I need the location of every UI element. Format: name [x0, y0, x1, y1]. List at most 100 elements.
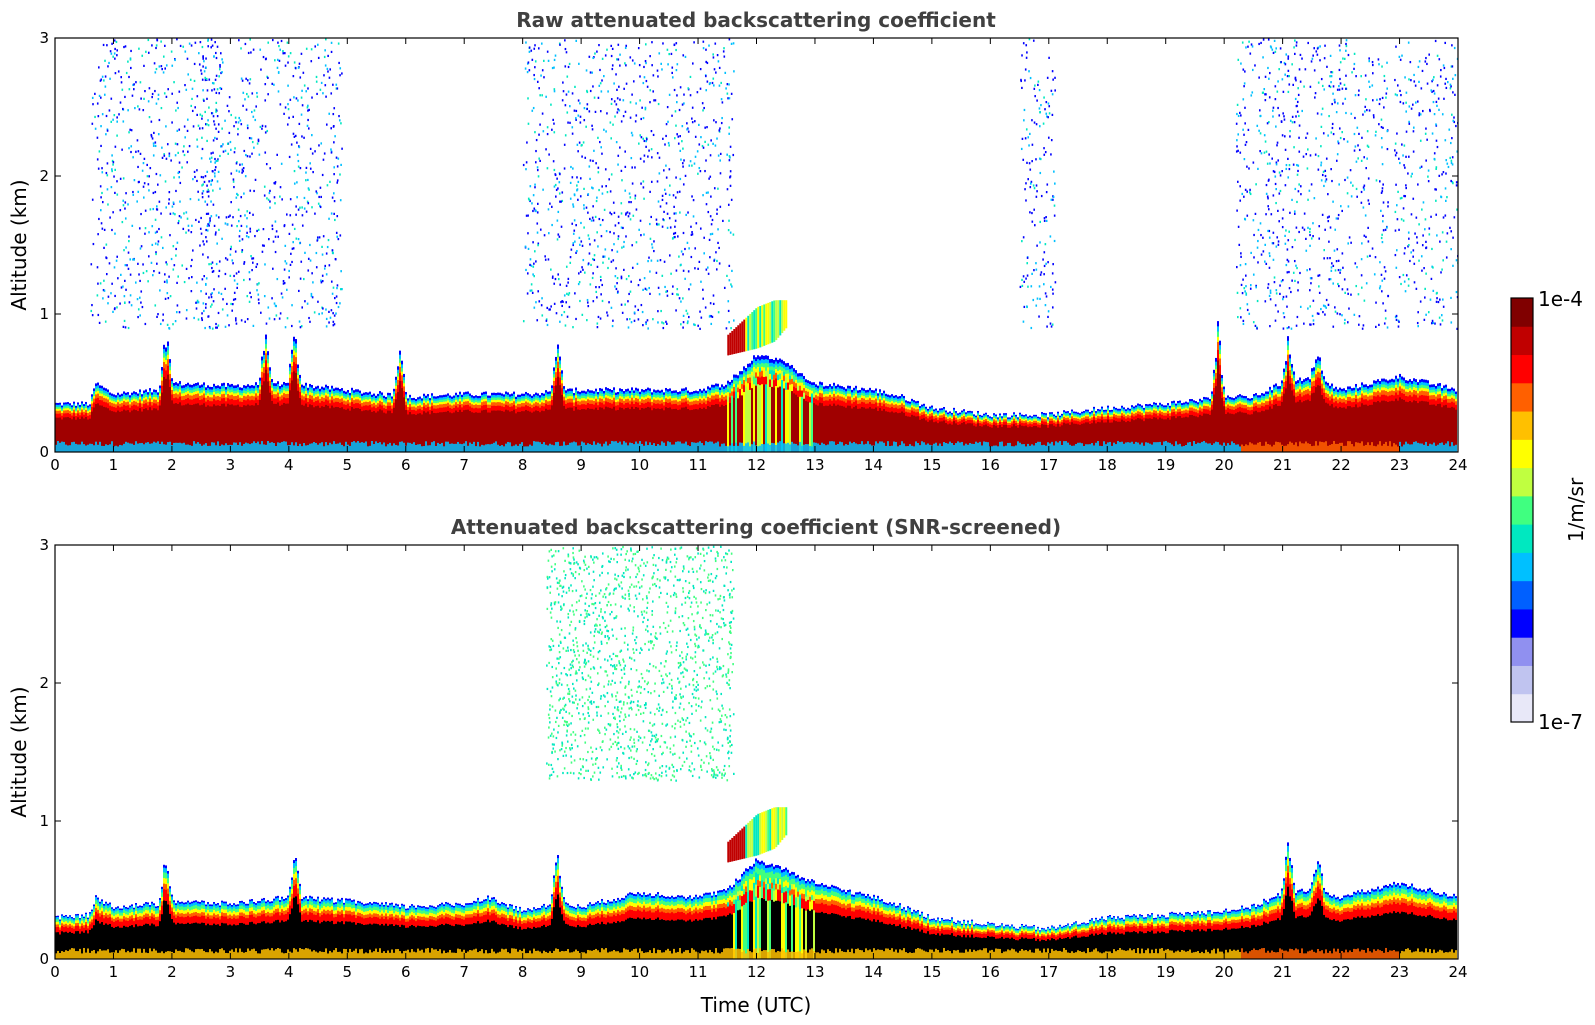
backscatter-column	[1045, 424, 1047, 452]
near-ground-column	[403, 442, 405, 452]
near-ground-column	[733, 445, 735, 452]
backscatter-column	[1293, 395, 1295, 452]
backscatter-column	[827, 405, 829, 452]
near-ground-column	[1005, 445, 1007, 452]
near-ground-column	[1107, 442, 1109, 452]
backscatter-column	[1269, 406, 1271, 452]
backscatter-column	[803, 398, 805, 452]
backscatter-column	[859, 408, 861, 452]
near-ground-column	[539, 442, 541, 452]
near-ground-column	[907, 446, 909, 452]
backscatter-column	[553, 392, 555, 452]
near-ground-column	[1145, 442, 1147, 452]
backscatter-column	[637, 407, 639, 452]
near-ground-column	[961, 441, 963, 452]
backscatter-column	[821, 403, 823, 452]
near-ground-column	[337, 443, 339, 452]
backscatter-column	[447, 410, 449, 452]
backscatter-column	[1175, 418, 1177, 452]
backscatter-column	[1267, 409, 1269, 452]
near-ground-column	[1219, 444, 1221, 452]
near-ground-column	[1175, 441, 1177, 452]
backscatter-column	[1031, 427, 1033, 452]
backscatter-column	[205, 406, 207, 452]
near-ground-column	[851, 443, 853, 452]
near-ground-column	[377, 443, 379, 452]
near-ground-column	[399, 441, 401, 452]
near-ground-column	[987, 442, 989, 452]
near-ground-column	[1185, 445, 1187, 452]
near-ground-column	[965, 443, 967, 452]
backscatter-column	[1297, 401, 1299, 452]
backscatter-column	[63, 417, 65, 452]
near-ground-column	[1045, 445, 1047, 452]
backscatter-column	[495, 410, 497, 452]
near-ground-column	[1057, 442, 1059, 452]
backscatter-column	[557, 376, 559, 452]
backscatter-column	[227, 403, 229, 452]
near-ground-column	[787, 442, 789, 452]
backscatter-column	[327, 405, 329, 452]
backscatter-column	[1229, 413, 1231, 452]
backscatter-column	[307, 407, 309, 452]
backscatter-column	[1237, 412, 1239, 452]
backscatter-column	[1159, 417, 1161, 452]
near-ground-column	[177, 442, 179, 452]
near-ground-column	[293, 445, 295, 452]
backscatter-column	[961, 422, 963, 452]
near-ground-column	[869, 444, 871, 452]
backscatter-column	[563, 405, 565, 452]
near-ground-column	[499, 445, 501, 452]
backscatter-column	[1199, 414, 1201, 452]
backscatter-column	[179, 402, 181, 452]
backscatter-column	[97, 403, 99, 452]
backscatter-column	[411, 414, 413, 452]
near-ground-column	[843, 445, 845, 452]
backscatter-column	[861, 407, 863, 452]
near-ground-column	[947, 443, 949, 452]
near-ground-column	[1215, 441, 1217, 452]
backscatter-column	[261, 385, 263, 452]
near-ground-column	[1019, 442, 1021, 452]
near-ground-column	[707, 442, 709, 452]
backscatter-column	[823, 406, 825, 452]
backscatter-column	[135, 410, 137, 452]
near-ground-column	[1295, 442, 1297, 452]
backscatter-column	[167, 374, 169, 452]
backscatter-column	[241, 407, 243, 452]
backscatter-column	[1013, 424, 1015, 452]
near-ground-column	[279, 442, 281, 452]
backscatter-column	[867, 408, 869, 452]
backscatter-column	[87, 419, 89, 452]
near-ground-column	[581, 441, 583, 452]
near-ground-column	[483, 445, 485, 452]
near-ground-column	[167, 442, 169, 452]
backscatter-column	[1043, 424, 1045, 452]
backscatter-column	[1057, 423, 1059, 452]
backscatter-column	[1163, 419, 1165, 452]
near-ground-column	[1183, 445, 1185, 452]
near-ground-column	[1069, 444, 1071, 452]
near-ground-column	[777, 442, 779, 452]
backscatter-column	[743, 392, 745, 452]
near-ground-column	[1119, 442, 1121, 452]
near-ground-column	[625, 442, 627, 452]
near-ground-column	[1059, 441, 1061, 452]
near-ground-column	[549, 443, 551, 452]
backscatter-column	[1257, 412, 1259, 452]
backscatter-column	[439, 412, 441, 452]
near-ground-column	[1253, 444, 1255, 452]
near-ground-column	[505, 443, 507, 452]
near-ground-column	[687, 445, 689, 452]
near-ground-column	[1181, 446, 1183, 452]
backscatter-column	[509, 411, 511, 452]
backscatter-column	[1125, 422, 1127, 452]
backscatter-column	[877, 410, 879, 452]
near-ground-column	[1109, 441, 1111, 452]
near-ground-column	[287, 445, 289, 452]
near-ground-column	[637, 443, 639, 452]
near-ground-column	[991, 446, 993, 452]
backscatter-column	[749, 389, 751, 452]
near-ground-column	[221, 444, 223, 452]
near-ground-column	[699, 441, 701, 452]
